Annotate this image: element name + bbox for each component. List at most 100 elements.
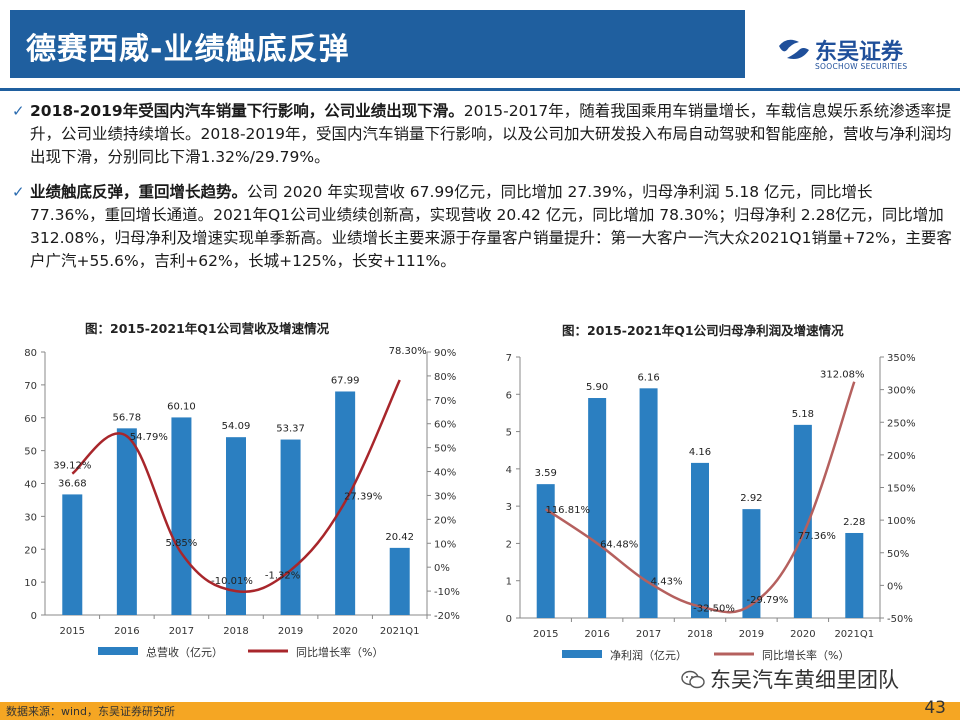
bar	[226, 437, 246, 615]
y2-tick-label: 50%	[887, 549, 909, 560]
growth-line	[71, 379, 401, 594]
x-tick-label: 2021Q1	[380, 626, 420, 637]
bar	[62, 494, 83, 615]
bar-value-label: 6.16	[637, 372, 659, 383]
x-tick-label: 2017	[636, 629, 661, 640]
y-tick-label: 6	[506, 390, 512, 401]
y-tick-label: 50	[24, 447, 37, 458]
y-tick-label: 1	[506, 577, 512, 588]
line-value-label: -29.79%	[747, 595, 789, 606]
y2-tick-label: 150%	[887, 484, 916, 495]
bullet-item: ✓ 业绩触底反弹，重回增长趋势。公司 2020 年实现营收 67.99亿元，同比…	[12, 181, 952, 273]
bar	[639, 388, 658, 618]
bar-value-label: 5.90	[586, 382, 608, 393]
legend-label-bar: 总营收（亿元）	[146, 645, 223, 659]
y2-tick-label: 70%	[434, 396, 456, 407]
x-tick-label: 2018	[687, 629, 712, 640]
line-value-label: 27.39%	[344, 492, 382, 503]
bar-value-label: 2.92	[740, 493, 762, 504]
legend-label-bar: 净利润（亿元）	[610, 648, 687, 662]
revenue-chart: 0 10 20 30 40 50 60 70 80 -20% -10% 0% 10% 20% 30% 40% 5…	[24, 346, 460, 659]
y2-tick-label: 100%	[887, 516, 916, 527]
y2-tick-label: 40%	[434, 468, 456, 479]
bar-value-label: 5.18	[792, 409, 814, 420]
bullet-text: 2015-2017年，随着我国乘用车销量增长，车载信息娱乐系统渗透率提升，公司业…	[30, 102, 952, 166]
y-tick-label: 20	[24, 545, 37, 556]
bar-value-label: 60.10	[167, 401, 196, 412]
bar	[536, 484, 555, 618]
y2-tick-label: 10%	[434, 539, 456, 550]
x-tick-label: 2016	[584, 629, 609, 640]
y-tick-label: 0	[506, 614, 512, 625]
logo-mark-icon	[779, 39, 809, 59]
legend-label-line: 同比增长率（%）	[762, 648, 849, 662]
bar	[171, 417, 192, 615]
bar	[742, 509, 761, 618]
line-value-label: 5.85%	[166, 538, 198, 549]
line-value-label: -1.32%	[265, 570, 300, 581]
logo-english-name: SOOCHOW SECURITIES	[815, 62, 908, 71]
chart-title-profit: 图：2015-2021年Q1公司归母净利润及增速情况	[562, 323, 844, 338]
bullet-text: 公司 2020 年实现营收 67.99亿元，同比增加 27.39%，归母净利润 …	[30, 183, 952, 270]
bar-value-label: 4.16	[689, 447, 711, 458]
legend-swatch-bar	[562, 650, 602, 658]
wechat-icon	[681, 670, 705, 689]
line-value-label: 39.12%	[53, 461, 91, 472]
y-tick-label: 60	[24, 414, 37, 425]
legend-label-line: 同比增长率（%）	[296, 645, 383, 659]
y-tick-label: 7	[506, 353, 512, 364]
header-banner: 德赛西威-业绩触底反弹	[10, 10, 745, 78]
y-tick-label: 70	[24, 381, 37, 392]
line-value-label: 116.81%	[545, 505, 590, 516]
bar	[691, 462, 709, 618]
bar-value-label: 54.09	[222, 421, 251, 432]
bar-value-label: 56.78	[113, 412, 142, 423]
x-tick-label: 2015	[60, 626, 85, 637]
line-value-label: 64.48%	[600, 539, 638, 550]
x-tick-label: 2017	[169, 626, 194, 637]
y-tick-label: 30	[24, 512, 37, 523]
y-tick-label: 4	[506, 465, 512, 476]
y2-tick-label: -50%	[887, 614, 913, 625]
bar	[389, 547, 410, 615]
company-logo: 东吴证券 SOOCHOW SECURITIES	[775, 34, 950, 78]
y2-tick-label: 90%	[434, 348, 456, 359]
bar-value-label: 2.28	[843, 517, 865, 528]
y-tick-label: 5	[506, 428, 512, 439]
y-tick-label: 0	[31, 611, 37, 622]
line-value-label: -32.50%	[693, 604, 735, 615]
bar-value-label: 67.99	[331, 375, 360, 386]
x-tick-label: 2021Q1	[834, 629, 874, 640]
line-value-label: -10.01%	[211, 576, 253, 587]
x-tick-label: 2020	[332, 626, 357, 637]
y-tick-label: 40	[24, 480, 37, 491]
header-divider	[0, 88, 960, 91]
bullet-heading: 2018-2019年受国内汽车销量下行影响，公司业绩出现下滑。	[30, 102, 464, 120]
bullet-heading: 业绩触底反弹，重回增长趋势。	[30, 183, 248, 201]
legend-swatch-bar	[98, 647, 138, 655]
line-value-label: 78.30%	[389, 346, 427, 357]
bar	[793, 424, 812, 618]
page-title: 德赛西威-业绩触底反弹	[26, 32, 350, 67]
profit-chart: 0 1 2 3 4 5 6 7 -50% 0% 50% 100% 150% 200% 250% 300% 350…	[506, 353, 916, 662]
y2-tick-label: 30%	[434, 491, 456, 502]
line-value-label: 4.43%	[651, 576, 683, 587]
y2-tick-label: 0%	[434, 563, 450, 574]
data-source: 数据来源：wind，东吴证券研究所	[6, 705, 176, 718]
line-value-label: 312.08%	[820, 370, 865, 381]
footer-bar	[0, 702, 960, 720]
x-tick-label: 2016	[114, 626, 139, 637]
y2-tick-label: -20%	[434, 611, 460, 622]
y2-tick-label: 250%	[887, 418, 916, 429]
watermark-text: 东吴汽车黄细里团队	[710, 668, 899, 692]
x-tick-label: 2015	[533, 629, 558, 640]
y2-tick-label: 200%	[887, 451, 916, 462]
y-tick-label: 10	[24, 578, 37, 589]
growth-line	[545, 381, 856, 614]
line-value-label: 77.36%	[798, 531, 836, 542]
chart-title-revenue: 图：2015-2021年Q1公司营收及增速情况	[85, 321, 330, 336]
x-tick-label: 2019	[739, 629, 764, 640]
logo-name: 东吴证券	[815, 40, 904, 65]
x-tick-label: 2020	[790, 629, 815, 640]
bar	[588, 398, 607, 618]
